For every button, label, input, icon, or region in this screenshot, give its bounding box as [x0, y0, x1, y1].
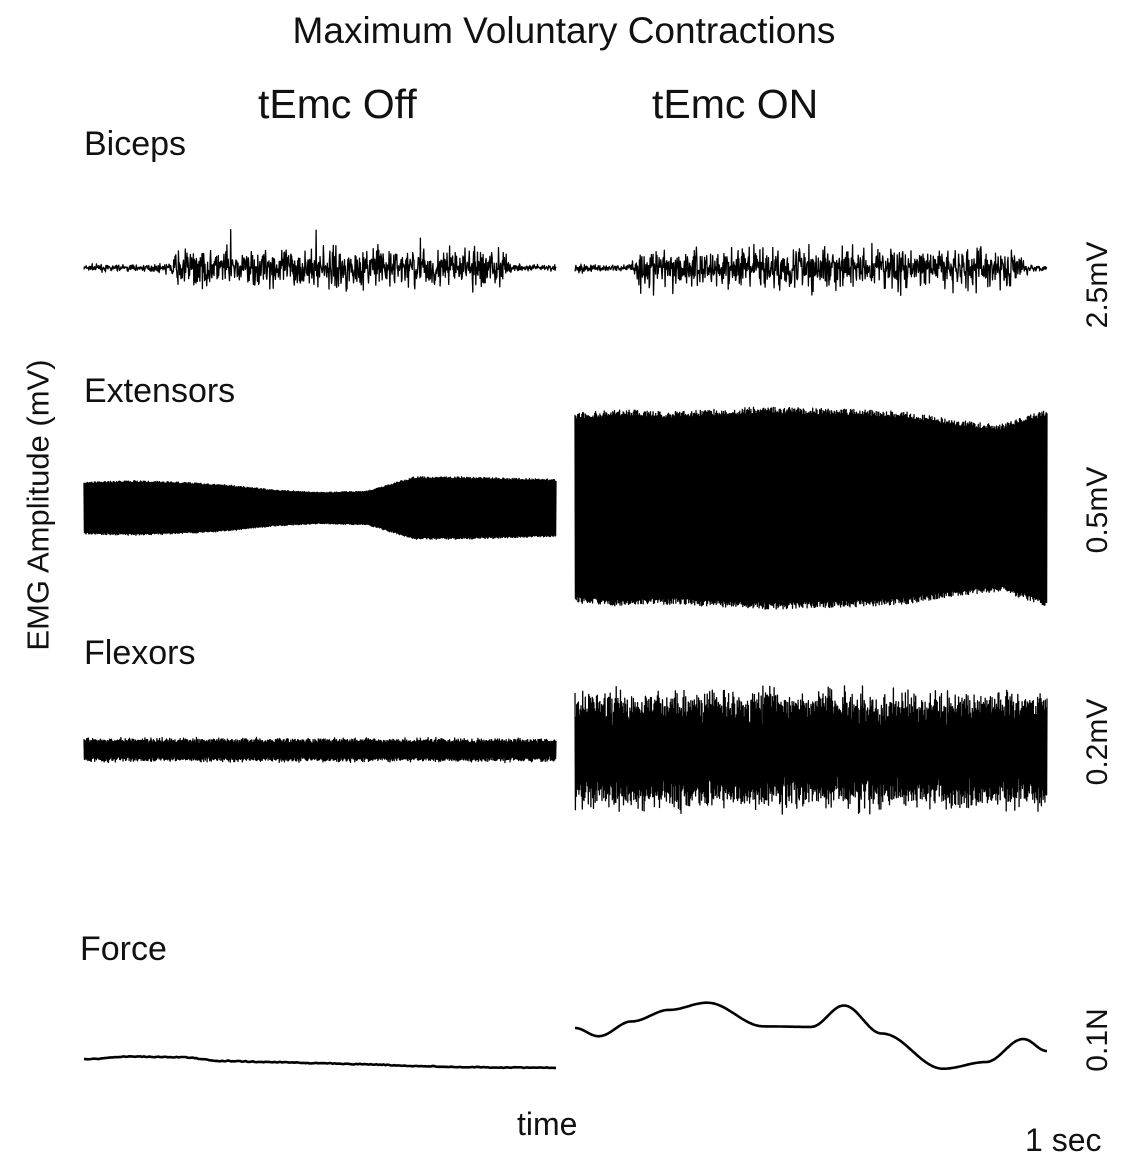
- column-label-off: tEmc Off: [258, 81, 417, 127]
- panel-label-force: Force: [80, 930, 167, 968]
- extensors-trace-off: [83, 476, 557, 540]
- flexors-trace-on: [574, 685, 1048, 815]
- panel-label-extensors: Extensors: [84, 372, 236, 410]
- column-label-on: tEmc ON: [652, 81, 819, 127]
- time-scale-bar: 1 sec: [1025, 1122, 1102, 1158]
- flexors-trace-off: [83, 736, 557, 764]
- panel-label-flexors: Flexors: [84, 634, 196, 672]
- chart-title: Maximum Voluntary Contractions: [292, 10, 836, 51]
- panel-label-biceps: Biceps: [84, 125, 187, 163]
- extensors-trace-on: [574, 406, 1048, 610]
- biceps-trace-off: [83, 229, 557, 293]
- force-trace-off: [84, 1055, 557, 1070]
- x-axis-label: time: [517, 1106, 578, 1142]
- force-trace-on: [574, 1001, 1048, 1070]
- biceps-trace-on: [574, 242, 1048, 297]
